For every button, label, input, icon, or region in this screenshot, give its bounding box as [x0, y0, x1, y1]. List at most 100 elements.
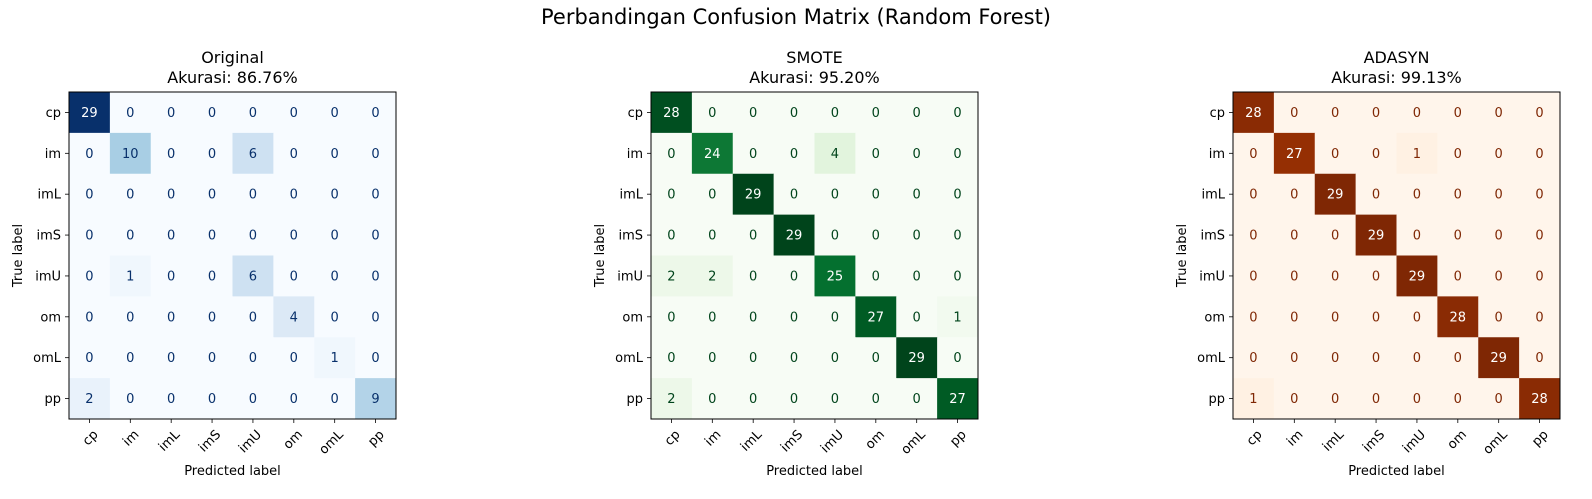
panel-1-cell-pp-omL	[314, 378, 356, 420]
panel-2-value-om-om: 27	[868, 310, 885, 325]
panel-2-value-omL-pp: 0	[953, 351, 961, 366]
panel-1-value-imS-om: 0	[290, 229, 298, 244]
panel-3-cell-om-cp	[1233, 296, 1275, 338]
panel-3-x-tick-pp: pp	[1529, 427, 1551, 449]
panel-2-value-imS-om: 0	[872, 229, 880, 244]
panel-3-cell-cp-om	[1437, 92, 1479, 134]
panel-2-value-im-im: 24	[704, 147, 721, 162]
panel-2-value-cp-imU: 0	[831, 106, 839, 121]
panel-1-cell-om-om	[273, 296, 315, 338]
panel-1-cell-imU-pp	[355, 255, 397, 297]
panel-2-x-tick-pp: pp	[947, 427, 969, 449]
panel-3-cell-imU-cp	[1233, 255, 1275, 297]
panel-1-cell-pp-om	[273, 378, 315, 420]
panel-3-cell-imU-imL	[1314, 255, 1357, 297]
panel-2-value-imU-omL: 0	[913, 269, 921, 284]
panel-3-value-imL-pp: 0	[1535, 188, 1543, 203]
panel-1-value-im-imS: 0	[208, 147, 216, 162]
panel-2-cell-pp-cp	[651, 378, 693, 420]
panel-3-x-tick-cp: cp	[1244, 427, 1266, 449]
panel-1-value-im-om: 0	[290, 147, 298, 162]
panel-2-cell-imL-om	[855, 173, 897, 216]
panel-3-cell-omL-imL	[1314, 337, 1357, 379]
panel-2-cell-cp-om	[855, 92, 897, 134]
panel-3-value-pp-pp: 28	[1531, 392, 1548, 407]
panel-3-value-im-pp: 0	[1535, 147, 1543, 162]
panel-3-value-cp-imL: 0	[1331, 106, 1339, 121]
panel-1-cell-imS-om	[273, 214, 315, 256]
panel-2-cell-omL-om	[855, 337, 897, 379]
panel-2-value-imS-omL: 0	[913, 229, 921, 244]
panel-1-cell-im-pp	[355, 132, 397, 175]
panel-2-value-im-imU: 4	[831, 147, 839, 162]
panel-1-cell-imU-im	[109, 255, 152, 297]
panel-1-cell-imS-omL	[314, 214, 356, 256]
panel-2-y-tick-omL: omL	[615, 351, 644, 366]
panel-2-cell-cp-imU	[814, 92, 856, 134]
panel-1-cell-imS-cp	[69, 214, 111, 256]
panel-3-cell-im-om	[1437, 132, 1479, 175]
panel-1-cell-om-cp	[69, 296, 111, 338]
panel-1-value-cp-im: 0	[126, 106, 134, 121]
panel-2-value-pp-imL: 0	[749, 392, 757, 407]
panel-1-cell-imU-imS	[191, 255, 233, 297]
panel-2-cell-pp-om	[855, 378, 897, 420]
panel-2-x-axis-label: Predicted label	[766, 464, 863, 479]
panel-1-value-imL-imS: 0	[208, 188, 216, 203]
panel-3-y-tick-imL: imL	[1201, 188, 1225, 203]
panel-3-value-omL-cp: 0	[1249, 351, 1257, 366]
panel-1-value-pp-imU: 0	[249, 392, 257, 407]
panel-2-cell-imS-im	[691, 214, 734, 256]
panel-1-value-imU-pp: 0	[371, 269, 379, 284]
panel-1-y-tick-imS: imS	[36, 229, 61, 244]
panel-3-cell-pp-im	[1273, 378, 1316, 420]
panel-2-value-imU-cp: 2	[667, 269, 675, 284]
panel-2-y-axis-label: True label	[593, 224, 608, 288]
panel-2-cell-imS-pp	[937, 214, 979, 256]
panel-3-value-imU-imS: 0	[1372, 269, 1380, 284]
panel-2-value-pp-pp: 27	[949, 392, 966, 407]
panel-1-value-omL-cp: 0	[85, 351, 93, 366]
panel-1-cell-imU-om	[273, 255, 315, 297]
panel-3-cell-omL-imS	[1355, 337, 1397, 379]
panel-3-value-imS-imS: 29	[1368, 229, 1385, 244]
panel-3-value-cp-imU: 0	[1413, 106, 1421, 121]
panel-3-cell-pp-om	[1437, 378, 1479, 420]
panel-1-y-axis-label: True label	[11, 224, 26, 288]
panel-2-cell-om-pp	[937, 296, 979, 338]
panel-2-value-om-pp: 1	[953, 310, 961, 325]
panel-3-cell-imU-imS	[1355, 255, 1397, 297]
panel-1-cell-om-omL	[314, 296, 356, 338]
panel-3-value-imU-pp: 0	[1535, 269, 1543, 284]
panel-1-subtitle: Akurasi: 86.76%	[167, 68, 298, 87]
panel-2-x-tick-omL: omL	[898, 427, 929, 458]
panel-2-value-omL-im: 0	[708, 351, 716, 366]
panel-2-axes-frame	[650, 91, 979, 420]
panel-1-cell-imU-cp	[69, 255, 111, 297]
panel-3-x-tick-imL: imL	[1320, 427, 1348, 455]
panel-3-value-om-cp: 0	[1249, 310, 1257, 325]
panel-2-cell-omL-cp	[651, 337, 693, 379]
panel-1-cell-omL-pp	[355, 337, 397, 379]
panel-3-cell-imS-omL	[1478, 214, 1520, 256]
panel-1-value-om-im: 0	[126, 310, 134, 325]
panel-3-value-imU-im: 0	[1290, 269, 1298, 284]
panel-1-cell-pp-imS	[191, 378, 233, 420]
panel-3-value-im-cp: 0	[1249, 147, 1257, 162]
panel-3-value-imL-imS: 0	[1372, 188, 1380, 203]
panel-1-value-imL-imU: 0	[249, 188, 257, 203]
panel-3-cell-pp-cp	[1233, 378, 1275, 420]
panel-2-cell-imU-pp	[937, 255, 979, 297]
panel-1-cell-imS-imS	[191, 214, 233, 256]
panel-3-cell-om-imL	[1314, 296, 1357, 338]
panel-3-cell-pp-omL	[1478, 378, 1520, 420]
panel-1-value-imS-im: 0	[126, 229, 134, 244]
panel-2-cell-imU-imU	[814, 255, 856, 297]
panel-1-cell-pp-cp	[69, 378, 111, 420]
panel-2-cell-imS-imU	[814, 214, 856, 256]
panel-1-cell-omL-omL	[314, 337, 356, 379]
panel-3-cell-im-im	[1273, 132, 1316, 175]
panel-1-cell-omL-im	[109, 337, 152, 379]
panel-3-cell-imL-om	[1437, 173, 1479, 216]
